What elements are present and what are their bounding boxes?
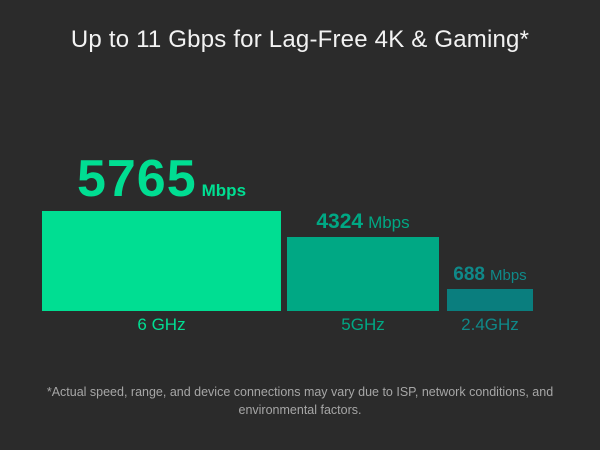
speed-unit-5ghz: Mbps — [368, 213, 410, 232]
band-label-24ghz: 2.4GHz — [461, 315, 519, 334]
disclaimer-line-2: environmental factors. — [238, 403, 362, 418]
speed-value-6ghz: 5765 Mbps — [42, 153, 281, 205]
speed-value-24ghz: 688 Mbps — [420, 265, 560, 284]
speed-unit-24ghz: Mbps — [490, 267, 527, 284]
speed-value-5ghz: 4324 Mbps — [287, 211, 439, 232]
chart-title: Up to 11 Gbps for Lag-Free 4K & Gaming* — [70, 26, 530, 53]
bar-24ghz — [447, 289, 533, 311]
disclaimer-footnote: *Actual speed, range, and device connect… — [40, 383, 560, 419]
bar-5ghz — [287, 237, 439, 311]
bar-6ghz — [42, 211, 281, 311]
band-label-5ghz: 5GHz — [341, 315, 385, 334]
band-label-6ghz: 6 GHz — [137, 315, 186, 334]
disclaimer-line-1: *Actual speed, range, and device connect… — [46, 385, 554, 399]
speed-unit-6ghz: Mbps — [201, 181, 247, 200]
speed-number-5ghz: 4324 — [316, 210, 364, 233]
speed-number-24ghz: 688 — [453, 264, 485, 285]
speed-number-6ghz: 5765 — [76, 150, 197, 208]
